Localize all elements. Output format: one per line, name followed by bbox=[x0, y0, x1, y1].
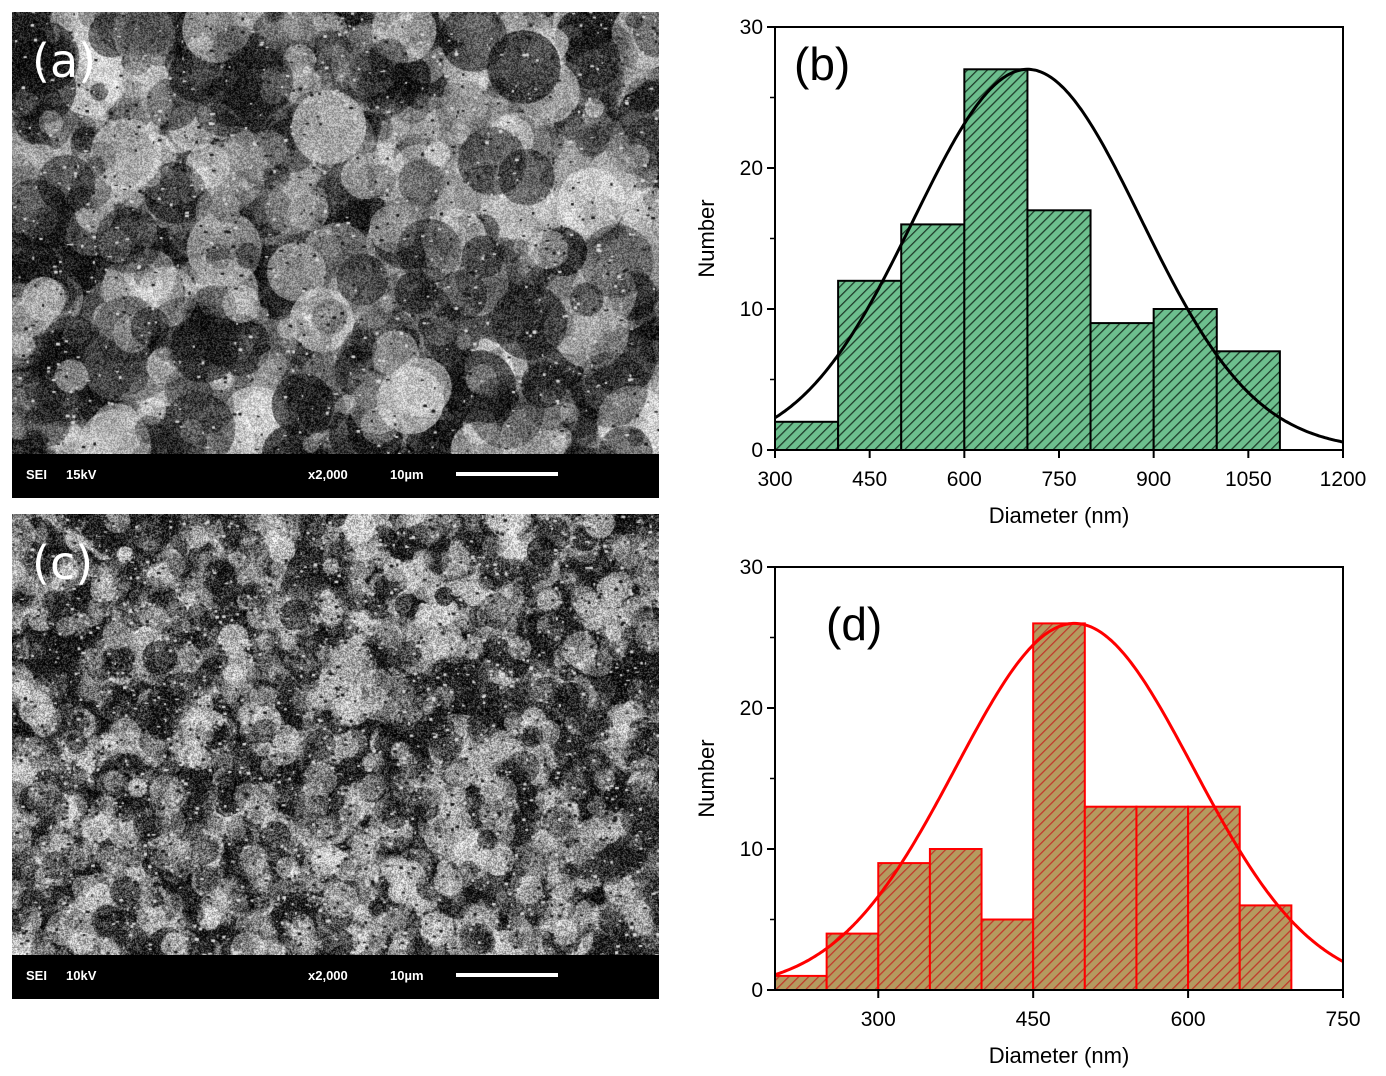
histogram-bar bbox=[774, 974, 828, 991]
y-tick-label: 30 bbox=[740, 16, 763, 39]
x-tick-label: 1050 bbox=[1225, 468, 1272, 491]
x-tick-label: 600 bbox=[947, 468, 982, 491]
histogram-bar bbox=[900, 223, 966, 451]
histogram-bar bbox=[1089, 322, 1155, 452]
scale-bar-a bbox=[456, 472, 558, 476]
gaussian-fit-curve bbox=[774, 621, 1344, 977]
y-axis-label: Number bbox=[694, 739, 719, 817]
sem-mode-c: SEI bbox=[26, 968, 47, 983]
histogram-b: 300 450 600 750 900 1050 1200 0 10 20 30 Diameter (… bbox=[694, 16, 1367, 528]
y-axis-label: Number bbox=[694, 199, 719, 277]
panel-label-a: (a) bbox=[32, 34, 97, 88]
histogram-bar bbox=[877, 862, 931, 992]
sem-scale-text-a: 10µm bbox=[390, 467, 424, 482]
histogram-bar bbox=[963, 68, 1029, 452]
sem-info-bar-a: SEI 15kV x2,000 10µm bbox=[12, 454, 659, 498]
histogram-bar bbox=[980, 918, 1035, 991]
histogram-bar bbox=[1026, 209, 1092, 451]
histogram-bar bbox=[1187, 805, 1241, 992]
sem-micrograph-c bbox=[12, 514, 659, 955]
sem-magnification-a: x2,000 bbox=[308, 467, 348, 482]
histogram-bar bbox=[1083, 805, 1138, 992]
x-tick-label: 450 bbox=[1016, 1008, 1051, 1031]
x-tick-label: 450 bbox=[852, 468, 887, 491]
x-tick-label: 300 bbox=[757, 468, 792, 491]
x-axis-label: Diameter (nm) bbox=[989, 1043, 1130, 1068]
y-tick-label: 20 bbox=[740, 157, 763, 180]
y-tick-label: 10 bbox=[740, 298, 763, 321]
sem-voltage-c: 10kV bbox=[66, 968, 97, 983]
x-tick-label: 1200 bbox=[1320, 468, 1367, 491]
sem-image-a: (a) SEI 15kV x2,000 10µm bbox=[12, 12, 659, 498]
x-axis-label: Diameter (nm) bbox=[989, 503, 1130, 528]
sem-voltage-a: 15kV bbox=[66, 467, 97, 482]
histogram-bar bbox=[1032, 622, 1086, 992]
sem-mode-a: SEI bbox=[26, 467, 47, 482]
y-tick-label: 10 bbox=[740, 838, 763, 861]
panel-label-c: (c) bbox=[32, 536, 94, 590]
histogram-d: 300 450 600 750 0 10 20 30 Diameter (nm) Number (d… bbox=[694, 556, 1361, 1068]
sem-magnification-c: x2,000 bbox=[308, 968, 348, 983]
scale-bar-c bbox=[456, 973, 558, 977]
histogram-bar bbox=[1135, 805, 1190, 992]
sem-scale-text-c: 10µm bbox=[390, 968, 424, 983]
y-tick-label: 20 bbox=[740, 697, 763, 720]
histogram-bar bbox=[1238, 904, 1293, 991]
histogram-bar bbox=[928, 848, 983, 991]
gaussian-fit-curve bbox=[774, 67, 1344, 444]
histogram-bar bbox=[774, 420, 840, 451]
x-tick-label: 750 bbox=[1041, 468, 1076, 491]
panel-label: (b) bbox=[794, 38, 850, 90]
y-tick-label: 30 bbox=[740, 556, 763, 579]
sem-micrograph-a bbox=[12, 12, 659, 454]
y-tick-label: 0 bbox=[751, 439, 763, 462]
x-tick-label: 600 bbox=[1171, 1008, 1206, 1031]
x-tick-label: 750 bbox=[1325, 1008, 1360, 1031]
x-tick-label: 300 bbox=[861, 1008, 896, 1031]
histogram-bar bbox=[1152, 308, 1218, 451]
histogram-bar bbox=[837, 279, 903, 451]
panel-label: (d) bbox=[826, 598, 882, 650]
x-tick-label: 900 bbox=[1136, 468, 1171, 491]
sem-info-bar-c: SEI 10kV x2,000 10µm bbox=[12, 955, 659, 999]
y-tick-label: 0 bbox=[751, 979, 763, 1002]
sem-image-c: (c) SEI 10kV x2,000 10µm bbox=[12, 514, 659, 999]
